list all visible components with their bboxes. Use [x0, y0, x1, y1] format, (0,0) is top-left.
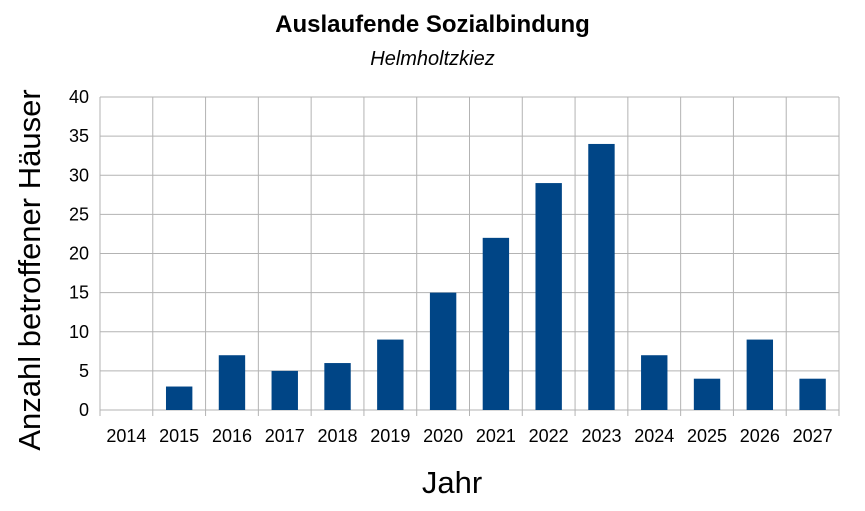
- y-tick-label: 20: [69, 244, 89, 264]
- x-tick-label: 2017: [265, 426, 305, 446]
- x-tick-label: 2026: [740, 426, 780, 446]
- bar-2022: [535, 183, 562, 410]
- x-tick-label: 2023: [581, 426, 621, 446]
- bar-2019: [377, 339, 404, 410]
- bar-2024: [641, 355, 668, 410]
- y-tick-label: 5: [79, 361, 89, 381]
- x-tick-label: 2024: [634, 426, 674, 446]
- x-tick-label: 2025: [687, 426, 727, 446]
- x-tick-label: 2027: [793, 426, 833, 446]
- y-axis-label: Anzahl betroffener Häuser: [12, 89, 47, 450]
- y-tick-label: 10: [69, 322, 89, 342]
- x-tick-label: 2021: [476, 426, 516, 446]
- y-tick-label: 25: [69, 204, 89, 224]
- y-axis-ticks: 0 5 10 15 20 25 30 35 40: [69, 87, 89, 420]
- bar-2016: [218, 355, 246, 410]
- chart-subtitle: Helmholtzkiez: [370, 48, 495, 70]
- bar-2017: [271, 370, 298, 410]
- gridlines: [99, 96, 840, 416]
- y-tick-label: 0: [79, 400, 89, 420]
- x-tick-label: 2022: [529, 426, 569, 446]
- bar-2015: [165, 386, 193, 410]
- bar-2021: [482, 237, 510, 410]
- y-tick-label: 40: [69, 87, 89, 107]
- bar-2020: [429, 292, 457, 410]
- chart-title: Auslaufende Sozialbindung: [275, 11, 590, 38]
- x-tick-label: 2014: [106, 426, 146, 446]
- bar-2027: [799, 378, 826, 410]
- x-axis-ticks: 2014 2015 2016 2017 2018 2019 2020 2021 2022 2023…: [106, 426, 832, 446]
- x-tick-label: 2019: [370, 426, 410, 446]
- x-tick-label: 2020: [423, 426, 463, 446]
- x-tick-label: 2015: [159, 426, 199, 446]
- y-tick-label: 15: [69, 283, 89, 303]
- bar-2026: [746, 339, 774, 410]
- x-tick-label: 2016: [212, 426, 252, 446]
- y-tick-label: 35: [69, 126, 89, 146]
- bar-2025: [693, 378, 721, 410]
- bar-2018: [324, 363, 351, 410]
- bar-2023: [588, 143, 615, 410]
- x-tick-label: 2018: [318, 426, 358, 446]
- x-axis-label: Jahr: [422, 465, 482, 500]
- bars: [165, 143, 826, 410]
- y-tick-label: 30: [69, 165, 89, 185]
